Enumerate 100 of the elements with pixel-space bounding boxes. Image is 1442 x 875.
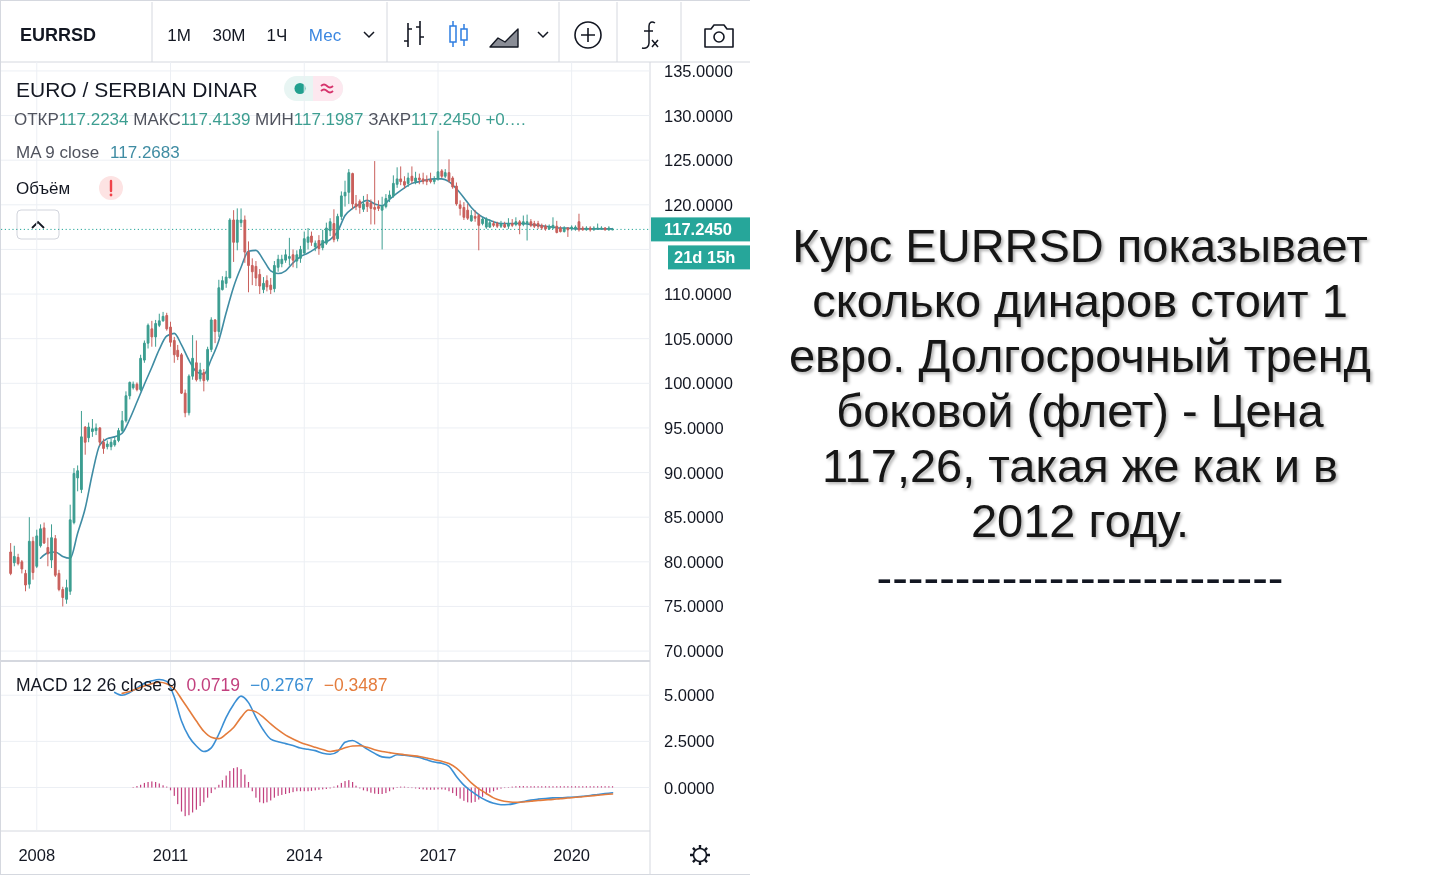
candlestick <box>87 422 91 443</box>
candlestick <box>495 221 499 229</box>
candlestick <box>50 523 53 569</box>
candlestick <box>287 237 291 266</box>
candlestick <box>421 172 425 185</box>
candlestick <box>577 213 581 233</box>
candlestick <box>555 220 559 234</box>
y-tick-label: 75.0000 <box>664 597 724 616</box>
text: 21d 15h <box>674 248 736 267</box>
candlestick <box>417 173 421 185</box>
text: Мес <box>308 25 342 45</box>
text: EURRSD <box>20 25 97 45</box>
candlestick <box>310 231 313 247</box>
candlestick <box>440 168 444 179</box>
candlestick <box>481 216 484 226</box>
candlestick <box>588 225 592 233</box>
candlestick <box>399 165 403 186</box>
x-tick-label: 2014 <box>285 846 323 864</box>
annotation: −0.3487 <box>323 675 388 695</box>
candlestick <box>150 320 154 348</box>
candlestick <box>324 222 328 246</box>
candlestick <box>109 438 113 451</box>
candlestick <box>559 225 562 233</box>
candlestick <box>570 224 574 232</box>
candlestick <box>213 318 217 344</box>
candlestick <box>291 248 295 268</box>
candlestick <box>232 209 236 263</box>
candlestick <box>91 418 94 438</box>
y-tick-label: 90.0000 <box>664 463 724 482</box>
annotation: MA 9 close <box>16 142 100 162</box>
candlestick <box>525 214 529 242</box>
candlestick <box>425 174 429 186</box>
y-tick-label: 5.0000 <box>664 686 715 705</box>
annotation: −0.2767 <box>250 675 314 695</box>
candlestick <box>603 226 607 232</box>
candlestick <box>611 227 614 231</box>
y-tick-label: 105.0000 <box>664 329 733 348</box>
candlestick <box>362 195 365 213</box>
candlestick <box>596 223 600 231</box>
x-tick-label: 2017 <box>419 846 457 864</box>
candlestick <box>194 339 198 383</box>
candlestick <box>562 225 566 233</box>
candlestick <box>585 225 588 232</box>
candlestick <box>269 277 273 295</box>
candlestick <box>592 225 596 232</box>
y-tick-label: 70.0000 <box>664 642 724 661</box>
candlestick <box>443 168 447 179</box>
candlestick <box>406 172 410 188</box>
candlestick <box>12 545 16 567</box>
candlestick <box>492 220 495 228</box>
candlestick <box>295 249 299 269</box>
candlestick <box>351 172 354 210</box>
candlestick <box>536 220 540 230</box>
candlestick <box>94 422 98 436</box>
candlestick <box>80 410 83 494</box>
candlestick <box>532 220 536 229</box>
y-tick-label: 125.0000 <box>664 151 733 170</box>
candlestick <box>503 221 507 229</box>
candlestick <box>347 168 351 205</box>
candlestick <box>373 160 377 225</box>
candlestick <box>27 516 31 590</box>
candlestick <box>574 224 577 232</box>
text: Курс EURRSD показывает сколько динаров стоит 1 евро. Долгосрочный тренд боковой (флет) - Цена 117,26, такая же как и в 2012 году. <box>788 218 1372 547</box>
annotation: 117.2683 <box>110 142 180 162</box>
candlestick <box>9 542 13 576</box>
text: EURO / SERBIAN DINAR <box>16 77 258 101</box>
candlestick <box>358 198 362 215</box>
candlestick <box>529 218 533 228</box>
text: -------------------------- <box>876 550 1284 604</box>
candlestick <box>135 381 139 392</box>
candlestick <box>202 368 206 392</box>
y-tick-label: 110.0000 <box>664 285 732 304</box>
text: 30М <box>212 25 246 45</box>
candlestick <box>600 225 603 231</box>
candlestick <box>198 362 202 383</box>
candlestick <box>540 223 544 231</box>
candlestick <box>105 439 109 450</box>
text: 1Ч <box>266 25 288 45</box>
candlestick <box>551 216 555 230</box>
annotation: Объём <box>16 178 71 198</box>
candlestick <box>235 207 239 251</box>
candlestick <box>469 209 473 223</box>
candlestick <box>510 218 514 228</box>
candlestick <box>217 279 221 338</box>
candlestick <box>499 220 503 229</box>
text: ОТКР117.2234 МАКС117.4139 МИН117.1987 ЗАКР117.2450 +0.… <box>14 109 527 129</box>
candlestick <box>477 213 481 251</box>
y-tick-label: 85.0000 <box>664 508 724 527</box>
candlestick <box>518 219 522 235</box>
candlestick <box>265 274 269 292</box>
candlestick <box>313 240 317 252</box>
candlestick <box>24 569 27 592</box>
x-tick-label: 2020 <box>553 846 591 864</box>
annotation: 0.0719 <box>186 675 241 695</box>
y-tick-label: 80.0000 <box>664 552 724 571</box>
y-tick-label: 135.0000 <box>664 61 733 80</box>
candlestick <box>507 217 510 230</box>
candlestick <box>161 311 165 323</box>
candlestick <box>262 276 265 294</box>
x-tick-label: 2011 <box>152 846 189 864</box>
